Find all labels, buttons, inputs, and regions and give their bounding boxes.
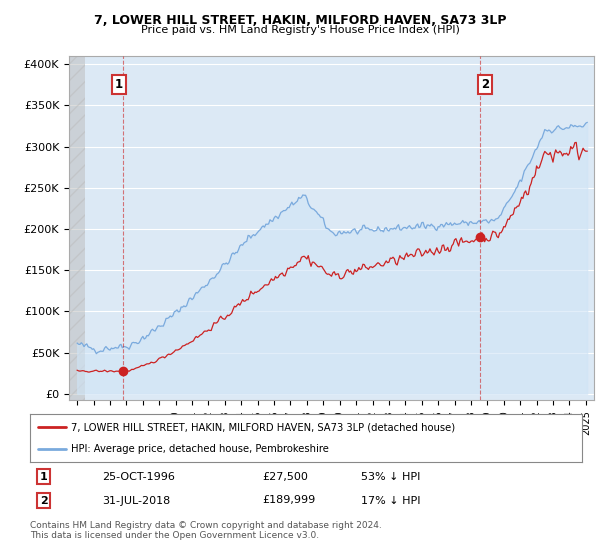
Text: HPI: Average price, detached house, Pembrokeshire: HPI: Average price, detached house, Pemb… bbox=[71, 444, 329, 454]
Text: £189,999: £189,999 bbox=[262, 496, 315, 506]
Text: 7, LOWER HILL STREET, HAKIN, MILFORD HAVEN, SA73 3LP: 7, LOWER HILL STREET, HAKIN, MILFORD HAV… bbox=[94, 14, 506, 27]
Text: 2: 2 bbox=[40, 496, 47, 506]
Text: £27,500: £27,500 bbox=[262, 472, 308, 482]
Text: 31-JUL-2018: 31-JUL-2018 bbox=[102, 496, 170, 506]
Bar bbox=[69, 56, 85, 400]
Text: 17% ↓ HPI: 17% ↓ HPI bbox=[361, 496, 421, 506]
Text: 25-OCT-1996: 25-OCT-1996 bbox=[102, 472, 175, 482]
Text: 53% ↓ HPI: 53% ↓ HPI bbox=[361, 472, 421, 482]
Text: 2: 2 bbox=[481, 78, 490, 91]
Text: 1: 1 bbox=[40, 472, 47, 482]
Text: 7, LOWER HILL STREET, HAKIN, MILFORD HAVEN, SA73 3LP (detached house): 7, LOWER HILL STREET, HAKIN, MILFORD HAV… bbox=[71, 422, 455, 432]
Text: 1: 1 bbox=[115, 78, 122, 91]
Text: Price paid vs. HM Land Registry's House Price Index (HPI): Price paid vs. HM Land Registry's House … bbox=[140, 25, 460, 35]
Text: Contains HM Land Registry data © Crown copyright and database right 2024.
This d: Contains HM Land Registry data © Crown c… bbox=[30, 521, 382, 540]
